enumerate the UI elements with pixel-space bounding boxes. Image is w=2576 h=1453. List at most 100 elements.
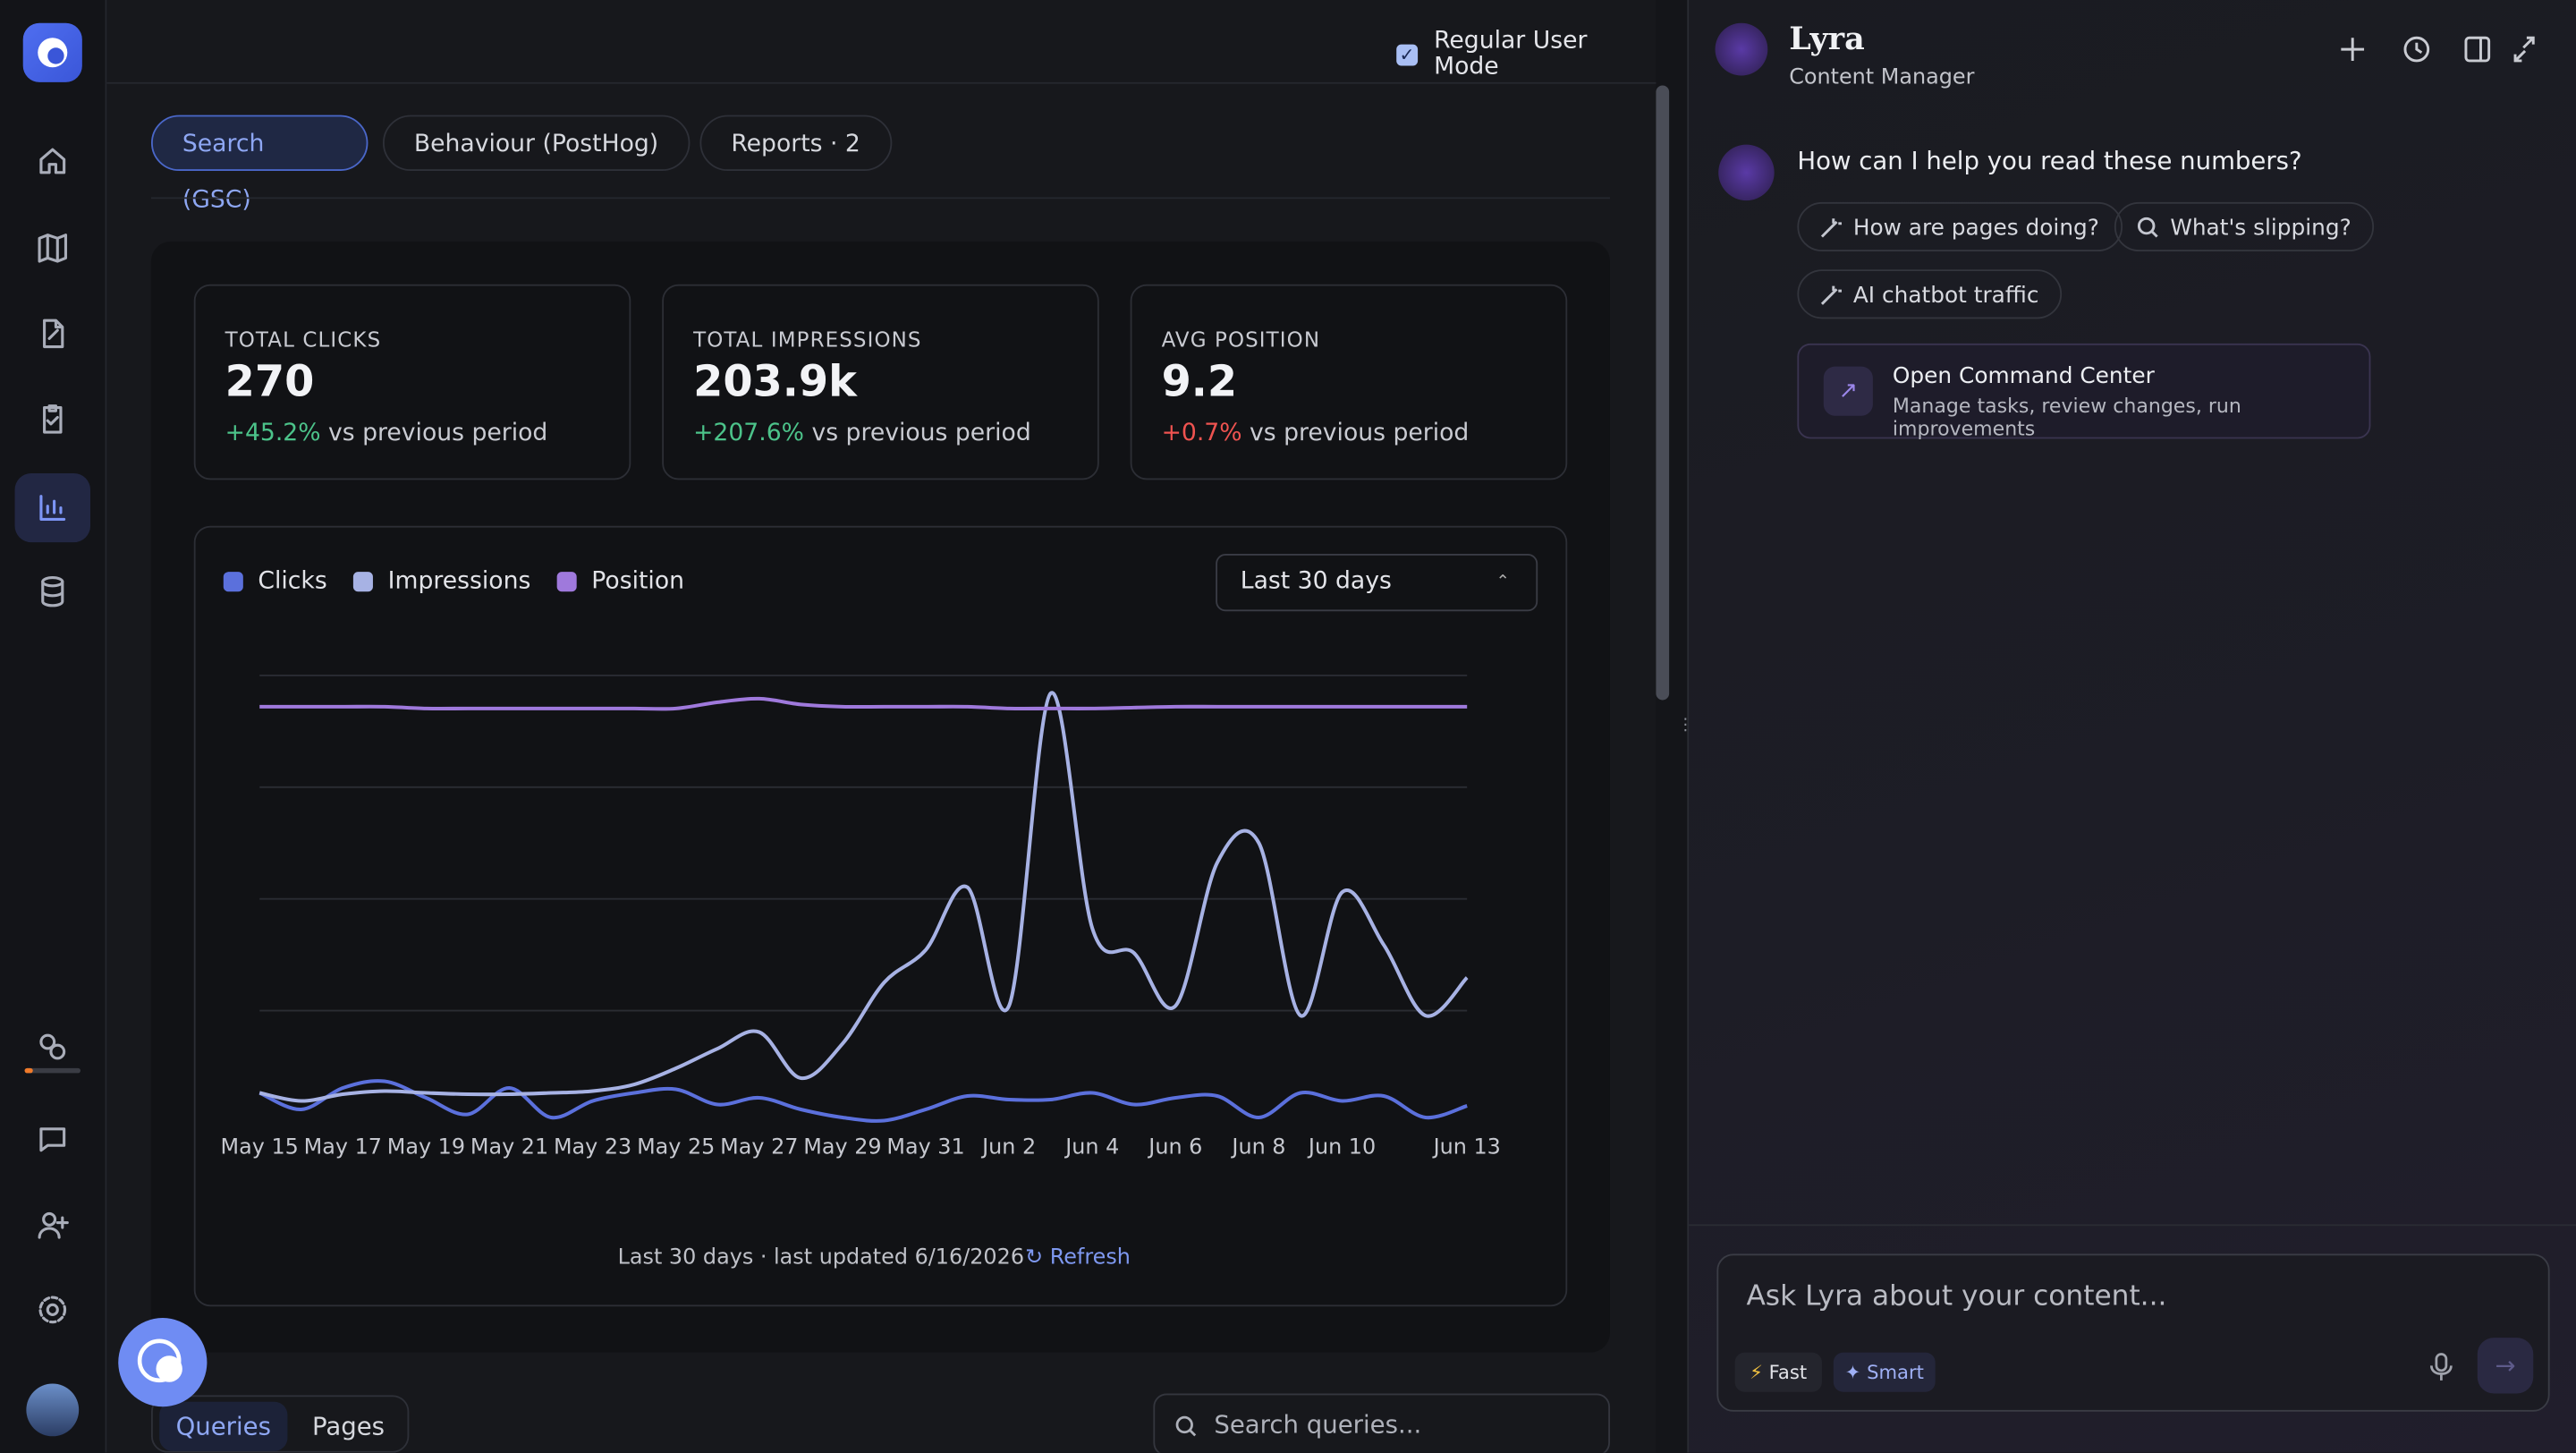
series-line bbox=[258, 691, 1469, 1103]
command-title: Open Command Center bbox=[1892, 362, 2155, 390]
x-tick-label: Jun 13 bbox=[1432, 1134, 1501, 1159]
assistant-name: Lyra bbox=[1789, 21, 1865, 58]
kpi-card: AVG POSITION 9.2 +0.7% vs previous period bbox=[1130, 284, 1568, 480]
kpi-note: vs previous period bbox=[328, 421, 548, 447]
kpi-label: TOTAL IMPRESSIONS bbox=[693, 327, 922, 353]
mode-fast[interactable]: ⚡ Fast bbox=[1734, 1352, 1822, 1392]
send-button[interactable]: → bbox=[2477, 1338, 2534, 1394]
kpi-change-row: +207.6% vs previous period bbox=[693, 421, 1031, 446]
nav-database[interactable] bbox=[23, 562, 82, 621]
legend-item[interactable]: Impressions bbox=[353, 569, 530, 595]
progress bbox=[24, 1067, 80, 1074]
suggestion-label: AI chatbot traffic bbox=[1852, 282, 2039, 310]
kpi-change-row: +0.7% vs previous period bbox=[1162, 421, 1470, 446]
kpi-label: TOTAL CLICKS bbox=[225, 327, 382, 353]
suggestion[interactable]: How are pages doing? bbox=[1797, 201, 2123, 252]
kpi-change: +45.2% bbox=[225, 421, 321, 447]
chart-footer: Last 30 days · last updated 6/16/2026 bbox=[617, 1245, 1025, 1270]
legend-swatch bbox=[353, 572, 374, 592]
nav-docs[interactable] bbox=[23, 304, 82, 363]
nav-map[interactable] bbox=[23, 218, 82, 277]
greeting: How can I help you read these numbers? bbox=[1797, 146, 2302, 176]
sub-tab[interactable]: Queries bbox=[159, 1401, 288, 1451]
nav-analytics[interactable] bbox=[14, 472, 91, 543]
legend-label: Clicks bbox=[258, 568, 327, 595]
nav-tasks[interactable] bbox=[23, 389, 82, 448]
divider bbox=[106, 81, 1657, 84]
x-tick-label: May 19 bbox=[387, 1134, 465, 1159]
search-box[interactable]: Search queries... bbox=[1153, 1393, 1610, 1453]
kpi-change-row: +45.2% vs previous period bbox=[225, 421, 548, 446]
x-tick-label: Jun 4 bbox=[1063, 1134, 1119, 1159]
suggestion-label: How are pages doing? bbox=[1852, 215, 2099, 242]
divider bbox=[1689, 1224, 2576, 1227]
nav-chat[interactable] bbox=[23, 1109, 82, 1168]
suggestion[interactable]: What's slipping? bbox=[2114, 201, 2375, 252]
legend-label: Impressions bbox=[387, 568, 531, 595]
sub-tab[interactable]: Pages bbox=[311, 1411, 386, 1441]
x-tick-label: Jun 2 bbox=[980, 1134, 1036, 1159]
mode-toggle[interactable]: ✓ Regular User Mode bbox=[1396, 28, 1656, 81]
search-placeholder: Search queries... bbox=[1214, 1409, 1422, 1440]
chat-input[interactable]: Ask Lyra about your content... ⚡ Fast ✦ … bbox=[1716, 1253, 2550, 1412]
refresh-button[interactable]: ↻ Refresh bbox=[1025, 1245, 1131, 1270]
tab[interactable]: Behaviour (PostHog) bbox=[382, 115, 691, 172]
header-actions[interactable] bbox=[2336, 33, 2550, 66]
mode-label: Fast bbox=[1768, 1360, 1808, 1384]
chat-fab[interactable] bbox=[118, 1318, 208, 1407]
mode-label: Regular User Mode bbox=[1434, 28, 1588, 81]
mode-label: Smart bbox=[1867, 1360, 1924, 1384]
kpi-change: +207.6% bbox=[693, 421, 804, 447]
legend-item[interactable]: Clicks bbox=[223, 568, 327, 595]
kpi-card: TOTAL IMPRESSIONS 203.9k +207.6% vs previo… bbox=[662, 284, 1099, 480]
range-select[interactable]: Last 30 days ⌃ bbox=[1216, 553, 1538, 612]
legend: Clicks Impressions Position bbox=[223, 568, 711, 595]
checkbox[interactable]: ✓ bbox=[1396, 43, 1418, 65]
x-tick-label: May 17 bbox=[304, 1134, 382, 1159]
x-tick-label: May 29 bbox=[803, 1134, 881, 1159]
x-tick-label: Jun 8 bbox=[1230, 1134, 1285, 1159]
range-label: Last 30 days bbox=[1240, 568, 1392, 595]
assistant-avatar bbox=[1718, 144, 1775, 201]
line-chart: May 15 May 17 May 19 May 21 May 23 May 25 May … bbox=[221, 674, 1501, 1159]
logo[interactable] bbox=[22, 22, 82, 82]
tab[interactable]: Search (GSC) bbox=[150, 115, 369, 214]
search-icon bbox=[1175, 1415, 1197, 1437]
kpi-label: AVG POSITION bbox=[1161, 327, 1321, 353]
sub-tabs: Queries Pages bbox=[150, 1395, 410, 1453]
kpi-value: 203.9k bbox=[693, 358, 857, 408]
x-tick-label: May 31 bbox=[886, 1134, 964, 1159]
nav-users[interactable] bbox=[23, 1194, 82, 1253]
kpi-value: 270 bbox=[225, 358, 315, 408]
command-icon: ↗ bbox=[1823, 366, 1873, 416]
x-tick-label: May 15 bbox=[221, 1134, 299, 1159]
x-tick-label: May 25 bbox=[637, 1134, 715, 1159]
kpi-value: 9.2 bbox=[1161, 358, 1238, 408]
command-card[interactable]: ↗ Open Command Center Manage tasks, revi… bbox=[1797, 343, 2371, 440]
kpi-note: vs previous period bbox=[811, 421, 1031, 447]
suggestion-label: What's slipping? bbox=[2170, 215, 2351, 242]
nav-integrations[interactable] bbox=[23, 1017, 82, 1076]
legend-item[interactable]: Position bbox=[556, 568, 685, 595]
legend-label: Position bbox=[591, 568, 685, 595]
scrollbar[interactable] bbox=[1656, 85, 1670, 701]
assistant-panel: Lyra Content Manager How can I help you … bbox=[1687, 0, 2576, 1453]
assistant-role: Content Manager bbox=[1789, 65, 1975, 91]
legend-swatch bbox=[556, 572, 577, 592]
sidebar bbox=[0, 0, 107, 1453]
avatar[interactable] bbox=[26, 1383, 80, 1437]
series-line bbox=[259, 696, 1468, 711]
kpi-card: TOTAL CLICKS 270 +45.2% vs previous period bbox=[193, 284, 631, 480]
tab[interactable]: Reports · 2 bbox=[699, 115, 892, 172]
nav-home[interactable] bbox=[23, 132, 82, 191]
chart-card bbox=[193, 525, 1568, 1307]
suggestion[interactable]: AI chatbot traffic bbox=[1797, 269, 2063, 319]
kpi-change: +0.7% bbox=[1161, 421, 1242, 447]
refresh-label: Refresh bbox=[1049, 1245, 1131, 1270]
panel bbox=[150, 241, 1610, 1353]
mic[interactable] bbox=[2429, 1353, 2453, 1382]
nav-settings[interactable] bbox=[23, 1280, 82, 1339]
mode-smart[interactable]: ✦ Smart bbox=[1833, 1352, 1936, 1392]
